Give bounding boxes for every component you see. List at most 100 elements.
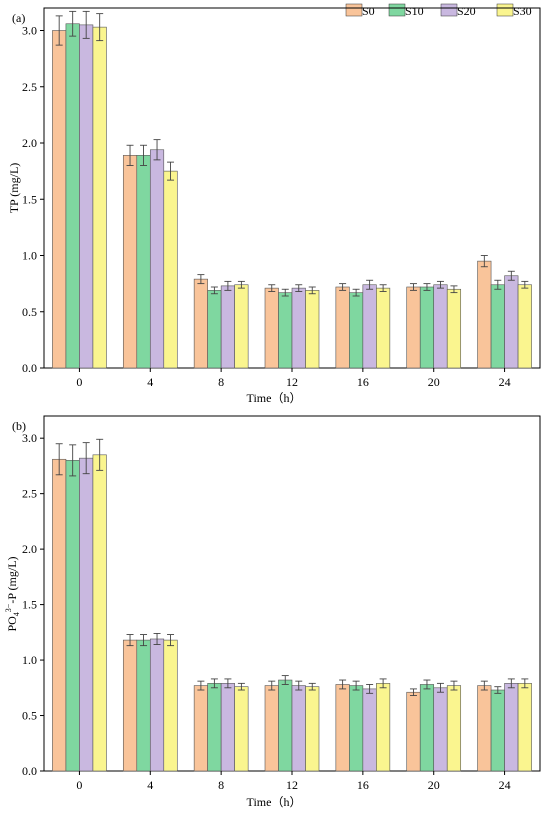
bar-s30-t16: [376, 287, 391, 369]
chart-panel-a: (a) 0.0 0.5 1.0 1.5 2.0 2.5 3.0 0 4 8 12 16 20 24 Ti…: [7, 7, 541, 405]
bar-s10-t16: [349, 685, 364, 772]
legend-label-s20: S20: [457, 4, 476, 18]
x-tick-label: 20: [428, 375, 440, 389]
y-tick-label: 3.0: [22, 24, 37, 38]
bar-s30-t12: [305, 686, 320, 772]
bar-s30-t4: [163, 170, 178, 369]
x-tick-label: 0: [76, 375, 82, 389]
x-tick-label: 20: [428, 778, 440, 792]
y-tick-label: 2.0: [22, 136, 37, 150]
bar-s10-t8: [207, 290, 222, 369]
bar-s0-t12: [264, 685, 279, 772]
x-tick-label: 12: [286, 375, 298, 389]
bar-s10-t24: [490, 284, 505, 369]
bar-s30-t4: [163, 639, 178, 772]
bar-s30-t8: [234, 686, 249, 772]
bar-s10-t24: [490, 689, 505, 772]
x-axis-label-b: Time（h）: [247, 795, 302, 809]
legend-label-s0: S0: [362, 4, 375, 18]
y-tick-label: 1.5: [22, 192, 37, 206]
bar-s10-t20: [419, 286, 435, 369]
bar-s10-t8: [207, 683, 222, 772]
bar-s20-t12: [291, 287, 306, 369]
bar-s20-t0: [79, 24, 94, 369]
bar-s0-t24: [477, 685, 492, 772]
bar-s20-t20: [433, 284, 448, 369]
legend: S0 S10 S20 S30: [345, 3, 532, 18]
bar-s10-t12: [278, 679, 293, 772]
bar-s0-t24: [477, 260, 492, 369]
y-tick-label: 1.0: [22, 249, 37, 263]
bar-s30-t8: [234, 284, 249, 369]
bar-s0-t0: [52, 30, 67, 369]
bar-s30-t16: [376, 683, 391, 772]
bars-a: [52, 10, 532, 369]
bar-s30-t20: [446, 288, 462, 369]
y-tick-label: 0.0: [22, 764, 37, 778]
bar-s30-t12: [305, 290, 320, 369]
y-tick-label: 0.5: [22, 709, 37, 723]
x-tick-label: 16: [357, 778, 369, 792]
x-tick-label: 4: [147, 778, 153, 792]
y-axis-label-a: TP (mg/L): [7, 163, 21, 214]
x-tick-label: 8: [218, 778, 224, 792]
x-tick-label: 12: [286, 778, 298, 792]
y-tick-label: 0.0: [22, 361, 37, 375]
x-tick-label: 4: [147, 375, 153, 389]
bar-s0-t0: [52, 458, 67, 772]
bar-s0-t16: [335, 286, 350, 369]
bar-s30-t24: [517, 683, 532, 772]
bar-s10-t20: [419, 684, 435, 772]
bar-s0-t16: [335, 684, 350, 772]
bar-s30-t0: [92, 26, 107, 369]
bar-s0-t4: [122, 155, 138, 369]
x-tick-label: 24: [499, 375, 511, 389]
y-tick-label: 2.0: [22, 542, 37, 556]
bar-s20-t12: [291, 685, 306, 772]
bar-s0-t12: [264, 287, 279, 369]
bars-b: [52, 438, 532, 772]
bar-s10-t4: [136, 155, 151, 369]
y-axis-b: 0.0 0.5 1.0 1.5 2.0 2.5 3.0: [22, 431, 44, 778]
y-tick-label: 0.5: [22, 305, 37, 319]
x-axis-b: 0 4 8 12 16 20 24: [76, 771, 511, 792]
y-tick-label: 1.5: [22, 598, 37, 612]
y-tick-label: 2.5: [22, 487, 37, 501]
bar-s0-t20: [406, 691, 421, 772]
x-tick-label: 24: [499, 778, 511, 792]
panel-label-b: (b): [12, 419, 26, 433]
legend-swatch-s20: [440, 3, 458, 17]
x-axis-label-a: Time（h）: [247, 391, 302, 405]
bar-s20-t8: [220, 683, 235, 772]
bar-s20-t4: [149, 149, 165, 369]
bar-s20-t16: [362, 284, 377, 369]
bar-s20-t8: [220, 285, 235, 369]
bar-s0-t8: [193, 685, 208, 772]
legend-swatch-s10: [388, 3, 406, 17]
panel-label-a: (a): [12, 11, 25, 25]
x-tick-label: 8: [218, 375, 224, 389]
x-tick-label: 16: [357, 375, 369, 389]
x-tick-label: 0: [76, 778, 82, 792]
bar-s20-t0: [79, 457, 94, 772]
y-axis-label-b: PO43−-P (mg/L): [4, 556, 21, 631]
bar-s10-t0: [65, 460, 80, 772]
bar-s10-t0: [65, 23, 80, 369]
legend-label-s10: S10: [405, 4, 424, 18]
bar-s10-t12: [278, 292, 293, 369]
bar-s0-t8: [193, 278, 208, 369]
y-tick-label: 3.0: [22, 431, 37, 445]
bar-s20-t24: [504, 275, 519, 369]
bar-s30-t20: [446, 685, 462, 772]
legend-label-s30: S30: [513, 4, 532, 18]
bar-s0-t20: [406, 286, 421, 369]
y-tick-label: 1.0: [22, 653, 37, 667]
y-tick-label: 2.5: [22, 80, 37, 94]
bar-s20-t4: [149, 638, 165, 772]
legend-swatch-s30: [496, 3, 514, 17]
x-axis-a: 0 4 8 12 16 20 24: [76, 368, 511, 389]
legend-swatch-s0: [345, 3, 363, 17]
bar-s20-t20: [433, 687, 448, 772]
bar-s30-t24: [517, 284, 532, 369]
